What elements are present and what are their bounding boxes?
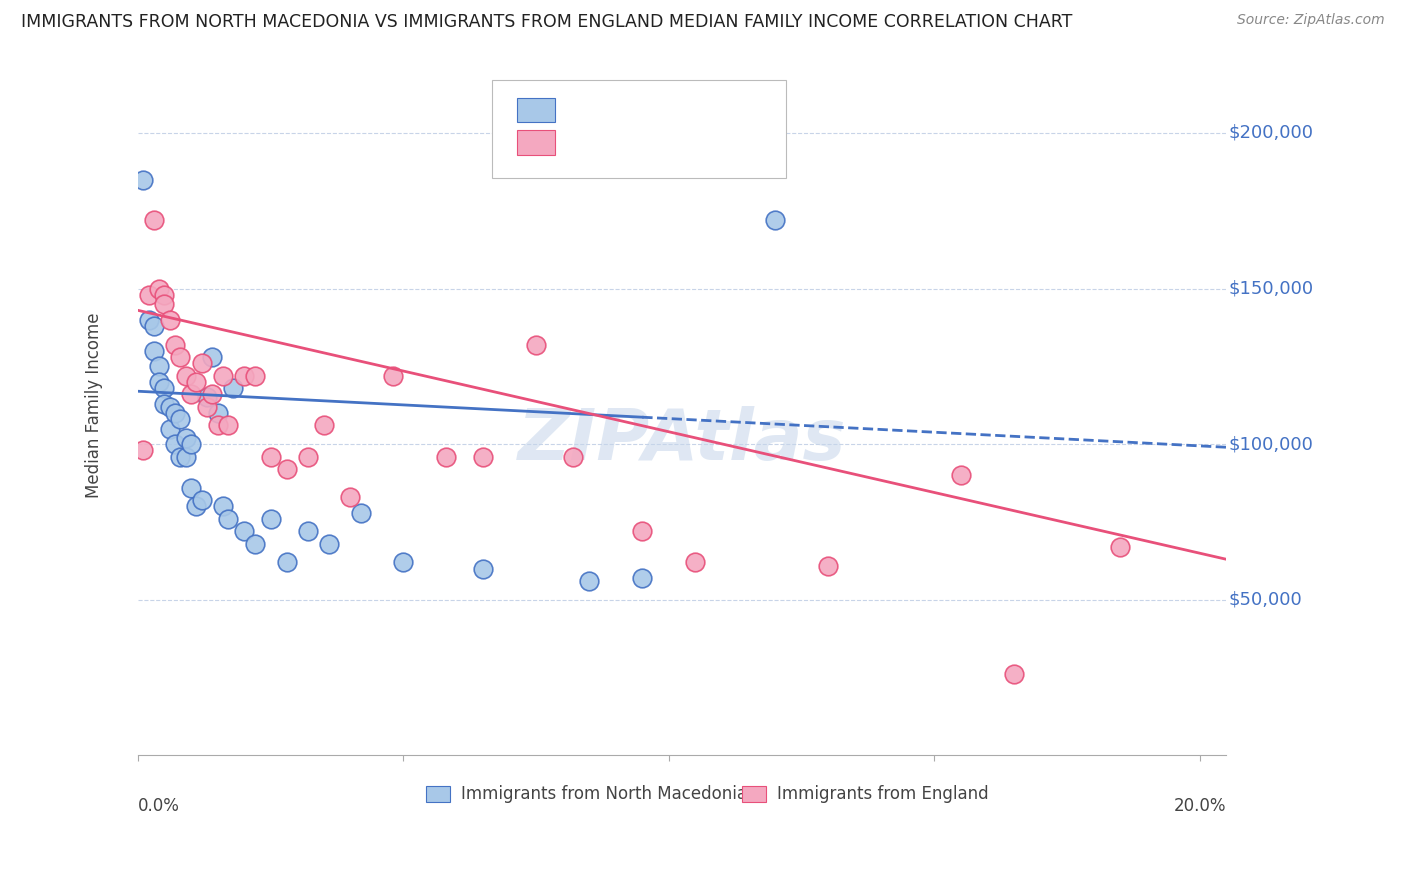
Point [195, 400, 218, 414]
Point [276, 462, 298, 476]
FancyBboxPatch shape [516, 97, 555, 122]
Point [1002, 667, 1025, 681]
Point [153, 397, 176, 411]
Point [211, 500, 233, 514]
Point [276, 555, 298, 569]
Point [169, 350, 191, 364]
Point [201, 350, 224, 364]
Point [153, 381, 176, 395]
Text: -0.069: -0.069 [623, 101, 688, 119]
Point [472, 450, 495, 464]
Point [207, 406, 229, 420]
Point [243, 368, 266, 383]
Point [190, 493, 212, 508]
Point [318, 537, 340, 551]
Text: 38: 38 [748, 101, 773, 119]
Point [233, 524, 256, 539]
Point [217, 418, 239, 433]
Point [524, 337, 547, 351]
Text: ZIPAtlas: ZIPAtlas [517, 406, 846, 475]
Text: -0.560: -0.560 [623, 134, 688, 152]
Point [243, 537, 266, 551]
Text: R =: R = [575, 101, 613, 119]
Point [217, 512, 239, 526]
Point [392, 555, 415, 569]
Point [159, 421, 181, 435]
Point [685, 555, 707, 569]
Point [186, 500, 208, 514]
Point [472, 561, 495, 575]
Point [211, 368, 233, 383]
Point [169, 412, 191, 426]
FancyBboxPatch shape [516, 130, 555, 155]
Point [180, 437, 202, 451]
Text: Immigrants from North Macedonia: Immigrants from North Macedonia [461, 785, 747, 803]
Point [578, 574, 600, 588]
Point [350, 506, 373, 520]
Point [1109, 540, 1132, 554]
Point [153, 297, 176, 311]
FancyBboxPatch shape [742, 786, 766, 802]
Point [186, 375, 208, 389]
Point [174, 368, 197, 383]
Point [142, 213, 165, 227]
Text: $150,000: $150,000 [1229, 279, 1313, 298]
Point [132, 172, 155, 186]
Text: $50,000: $50,000 [1229, 591, 1302, 608]
Point [631, 571, 654, 585]
Point [138, 312, 160, 326]
Point [949, 468, 972, 483]
Point [195, 391, 218, 405]
Point [312, 418, 335, 433]
Point [190, 356, 212, 370]
Point [165, 437, 187, 451]
Text: 36: 36 [748, 134, 773, 152]
Text: 20.0%: 20.0% [1174, 797, 1226, 815]
Text: IMMIGRANTS FROM NORTH MACEDONIA VS IMMIGRANTS FROM ENGLAND MEDIAN FAMILY INCOME : IMMIGRANTS FROM NORTH MACEDONIA VS IMMIG… [21, 13, 1073, 31]
Point [631, 524, 654, 539]
Point [180, 387, 202, 401]
Point [174, 450, 197, 464]
Point [159, 400, 181, 414]
Point [817, 558, 839, 573]
Point [159, 312, 181, 326]
Point [174, 431, 197, 445]
Text: N =: N = [700, 101, 740, 119]
Point [763, 213, 786, 227]
Point [259, 512, 281, 526]
Text: 0.0%: 0.0% [138, 797, 180, 815]
Text: Median Family Income: Median Family Income [86, 312, 104, 498]
Point [339, 490, 361, 504]
Point [180, 481, 202, 495]
Point [138, 287, 160, 301]
Point [165, 337, 187, 351]
Text: Immigrants from England: Immigrants from England [778, 785, 988, 803]
Point [132, 443, 155, 458]
Point [381, 368, 404, 383]
Point [201, 387, 224, 401]
Point [148, 375, 170, 389]
Point [222, 381, 245, 395]
Point [207, 418, 229, 433]
Text: $200,000: $200,000 [1229, 124, 1313, 142]
Point [148, 281, 170, 295]
Point [259, 450, 281, 464]
Point [148, 359, 170, 374]
Text: $100,000: $100,000 [1229, 435, 1313, 453]
Text: R =: R = [575, 134, 613, 152]
Point [142, 343, 165, 358]
Point [434, 450, 457, 464]
Point [165, 406, 187, 420]
Point [562, 450, 585, 464]
Point [142, 318, 165, 333]
Point [297, 450, 319, 464]
Text: Source: ZipAtlas.com: Source: ZipAtlas.com [1237, 13, 1385, 28]
Point [297, 524, 319, 539]
FancyBboxPatch shape [492, 79, 786, 178]
Point [153, 287, 176, 301]
Point [233, 368, 256, 383]
FancyBboxPatch shape [426, 786, 450, 802]
Text: N =: N = [700, 134, 740, 152]
Point [169, 450, 191, 464]
